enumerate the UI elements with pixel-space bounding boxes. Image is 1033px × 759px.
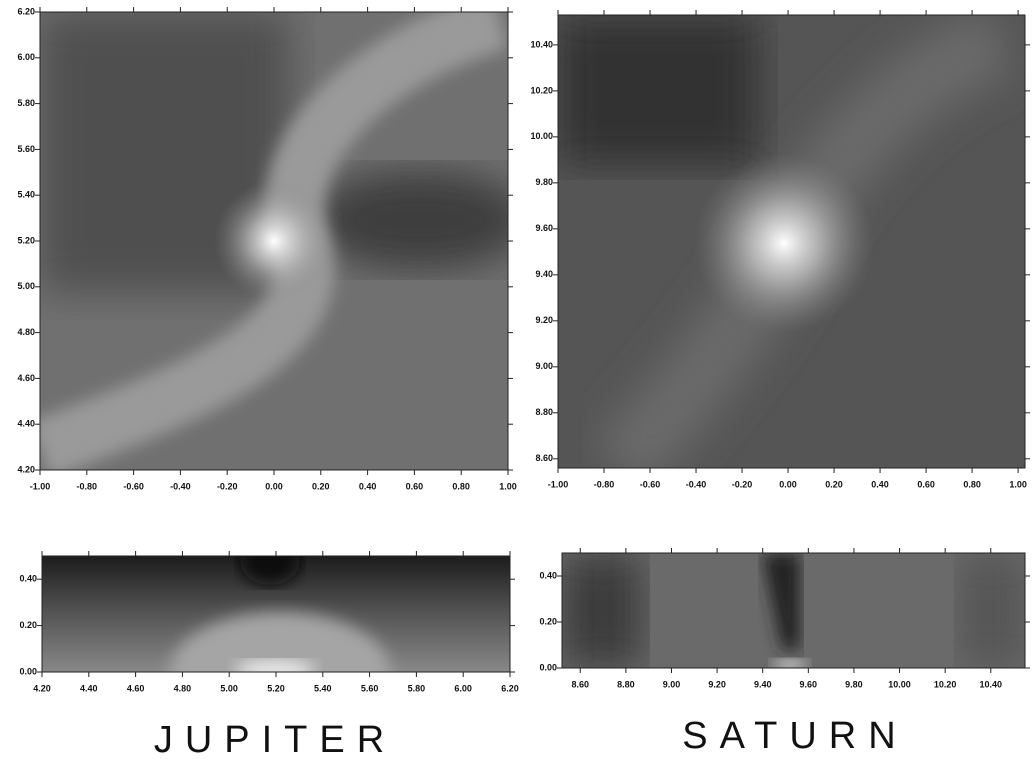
- caption: SATURN: [682, 715, 907, 757]
- y-tick-label: 9.20: [535, 315, 553, 325]
- x-tick-label: 6.20: [501, 683, 519, 693]
- y-tick-label: 4.60: [17, 373, 35, 383]
- x-tick-label: 9.00: [663, 679, 681, 689]
- x-tick-label: 4.80: [174, 683, 192, 693]
- saturn-slice: [562, 553, 1025, 671]
- x-tick-label: 9.60: [800, 679, 818, 689]
- figure: JUPITER SATURN -1.00 -0.80 -0.60 -0.40 -0.20…: [0, 0, 1033, 759]
- y-tick-label: 0.40: [19, 574, 37, 584]
- x-tick-label: -0.40: [686, 479, 707, 489]
- y-tick-label: 6.20: [17, 6, 35, 16]
- x-tick-label: 4.20: [33, 683, 51, 693]
- y-tick-label: 5.80: [17, 98, 35, 108]
- y-tick-label: 0.20: [539, 616, 557, 626]
- x-tick-label: 10.20: [934, 679, 957, 689]
- y-tick-label: 9.80: [535, 177, 553, 187]
- x-tick-label: 10.00: [888, 679, 911, 689]
- y-tick-label: 0.20: [19, 620, 37, 630]
- y-tick-label: 5.60: [17, 144, 35, 154]
- x-tick-label: 8.80: [617, 679, 635, 689]
- x-tick-label: 0.40: [871, 479, 889, 489]
- x-tick-label: -0.60: [640, 479, 661, 489]
- jupiter-map: [40, 12, 530, 470]
- x-tick-label: 9.20: [708, 679, 726, 689]
- x-tick-label: 5.20: [267, 683, 285, 693]
- x-tick-label: 0.40: [359, 481, 377, 491]
- y-tick-label: 4.40: [17, 419, 35, 429]
- y-tick-label: 9.60: [535, 223, 553, 233]
- x-tick-label: 5.00: [220, 683, 238, 693]
- y-tick-label: 10.20: [530, 85, 553, 95]
- x-tick-label: 9.80: [845, 679, 863, 689]
- x-tick-label: -0.40: [170, 481, 191, 491]
- y-tick-label: 0.00: [19, 666, 37, 676]
- x-tick-label: 0.00: [265, 481, 283, 491]
- x-tick-label: 5.40: [314, 683, 332, 693]
- y-tick-label: 8.80: [535, 407, 553, 417]
- y-tick-label: 8.60: [535, 453, 553, 463]
- y-tick-label: 4.20: [17, 464, 35, 474]
- x-tick-label: 0.60: [406, 481, 424, 491]
- caption: JUPITER: [154, 719, 396, 759]
- saturn-map: [558, 15, 1025, 468]
- x-tick-label: 0.20: [312, 481, 330, 491]
- jupiter-slice: [42, 535, 510, 732]
- x-tick-label: -1.00: [30, 481, 51, 491]
- x-tick-label: 0.60: [917, 479, 935, 489]
- y-tick-label: 5.00: [17, 281, 35, 291]
- y-tick-label: 5.40: [17, 190, 35, 200]
- x-tick-label: 4.40: [80, 683, 98, 693]
- y-tick-label: 9.40: [535, 269, 553, 279]
- x-tick-label: 6.00: [454, 683, 472, 693]
- y-tick-label: 10.00: [530, 131, 553, 141]
- x-tick-label: -1.00: [548, 479, 569, 489]
- x-tick-label: 5.60: [361, 683, 379, 693]
- x-tick-label: 9.40: [754, 679, 772, 689]
- x-tick-label: -0.80: [594, 479, 615, 489]
- x-tick-label: 8.60: [571, 679, 589, 689]
- x-tick-label: 0.00: [779, 479, 797, 489]
- x-tick-label: -0.20: [217, 481, 238, 491]
- x-tick-label: 0.80: [452, 481, 470, 491]
- x-tick-label: -0.20: [732, 479, 753, 489]
- x-tick-label: 5.80: [408, 683, 426, 693]
- x-tick-label: 0.80: [963, 479, 981, 489]
- x-tick-label: -0.80: [77, 481, 98, 491]
- x-tick-label: 4.60: [127, 683, 145, 693]
- y-tick-label: 0.40: [539, 570, 557, 580]
- y-tick-label: 10.40: [530, 39, 553, 49]
- y-tick-label: 4.80: [17, 327, 35, 337]
- y-tick-label: 5.20: [17, 235, 35, 245]
- x-tick-label: 1.00: [499, 481, 517, 491]
- x-tick-label: 0.20: [825, 479, 843, 489]
- x-tick-label: 1.00: [1009, 479, 1027, 489]
- y-tick-label: 0.00: [539, 662, 557, 672]
- y-tick-label: 9.00: [535, 361, 553, 371]
- x-tick-label: 10.40: [980, 679, 1003, 689]
- x-tick-label: -0.60: [123, 481, 144, 491]
- y-tick-label: 6.00: [17, 52, 35, 62]
